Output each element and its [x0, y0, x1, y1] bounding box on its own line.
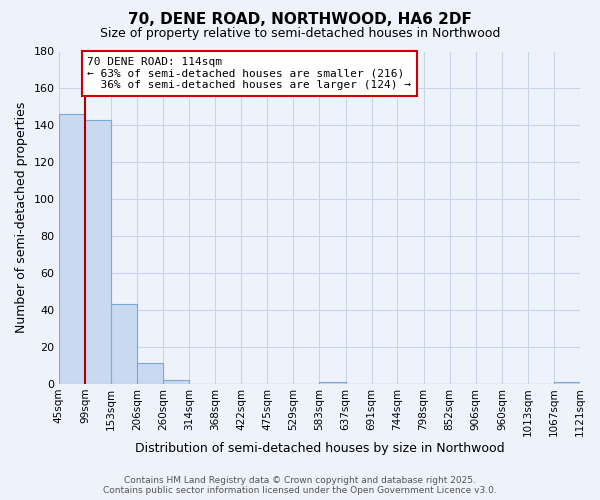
Text: Size of property relative to semi-detached houses in Northwood: Size of property relative to semi-detach…: [100, 28, 500, 40]
Bar: [319, 382, 346, 384]
Text: Contains HM Land Registry data © Crown copyright and database right 2025.
Contai: Contains HM Land Registry data © Crown c…: [103, 476, 497, 495]
X-axis label: Distribution of semi-detached houses by size in Northwood: Distribution of semi-detached houses by …: [134, 442, 504, 455]
Text: 70, DENE ROAD, NORTHWOOD, HA6 2DF: 70, DENE ROAD, NORTHWOOD, HA6 2DF: [128, 12, 472, 28]
Bar: [137, 363, 163, 384]
Bar: [554, 382, 580, 384]
Bar: [111, 304, 137, 384]
Text: 70 DENE ROAD: 114sqm
← 63% of semi-detached houses are smaller (216)
  36% of se: 70 DENE ROAD: 114sqm ← 63% of semi-detac…: [88, 57, 412, 90]
Y-axis label: Number of semi-detached properties: Number of semi-detached properties: [15, 102, 28, 333]
Bar: [85, 120, 111, 384]
Bar: [59, 114, 85, 384]
Bar: [163, 380, 189, 384]
